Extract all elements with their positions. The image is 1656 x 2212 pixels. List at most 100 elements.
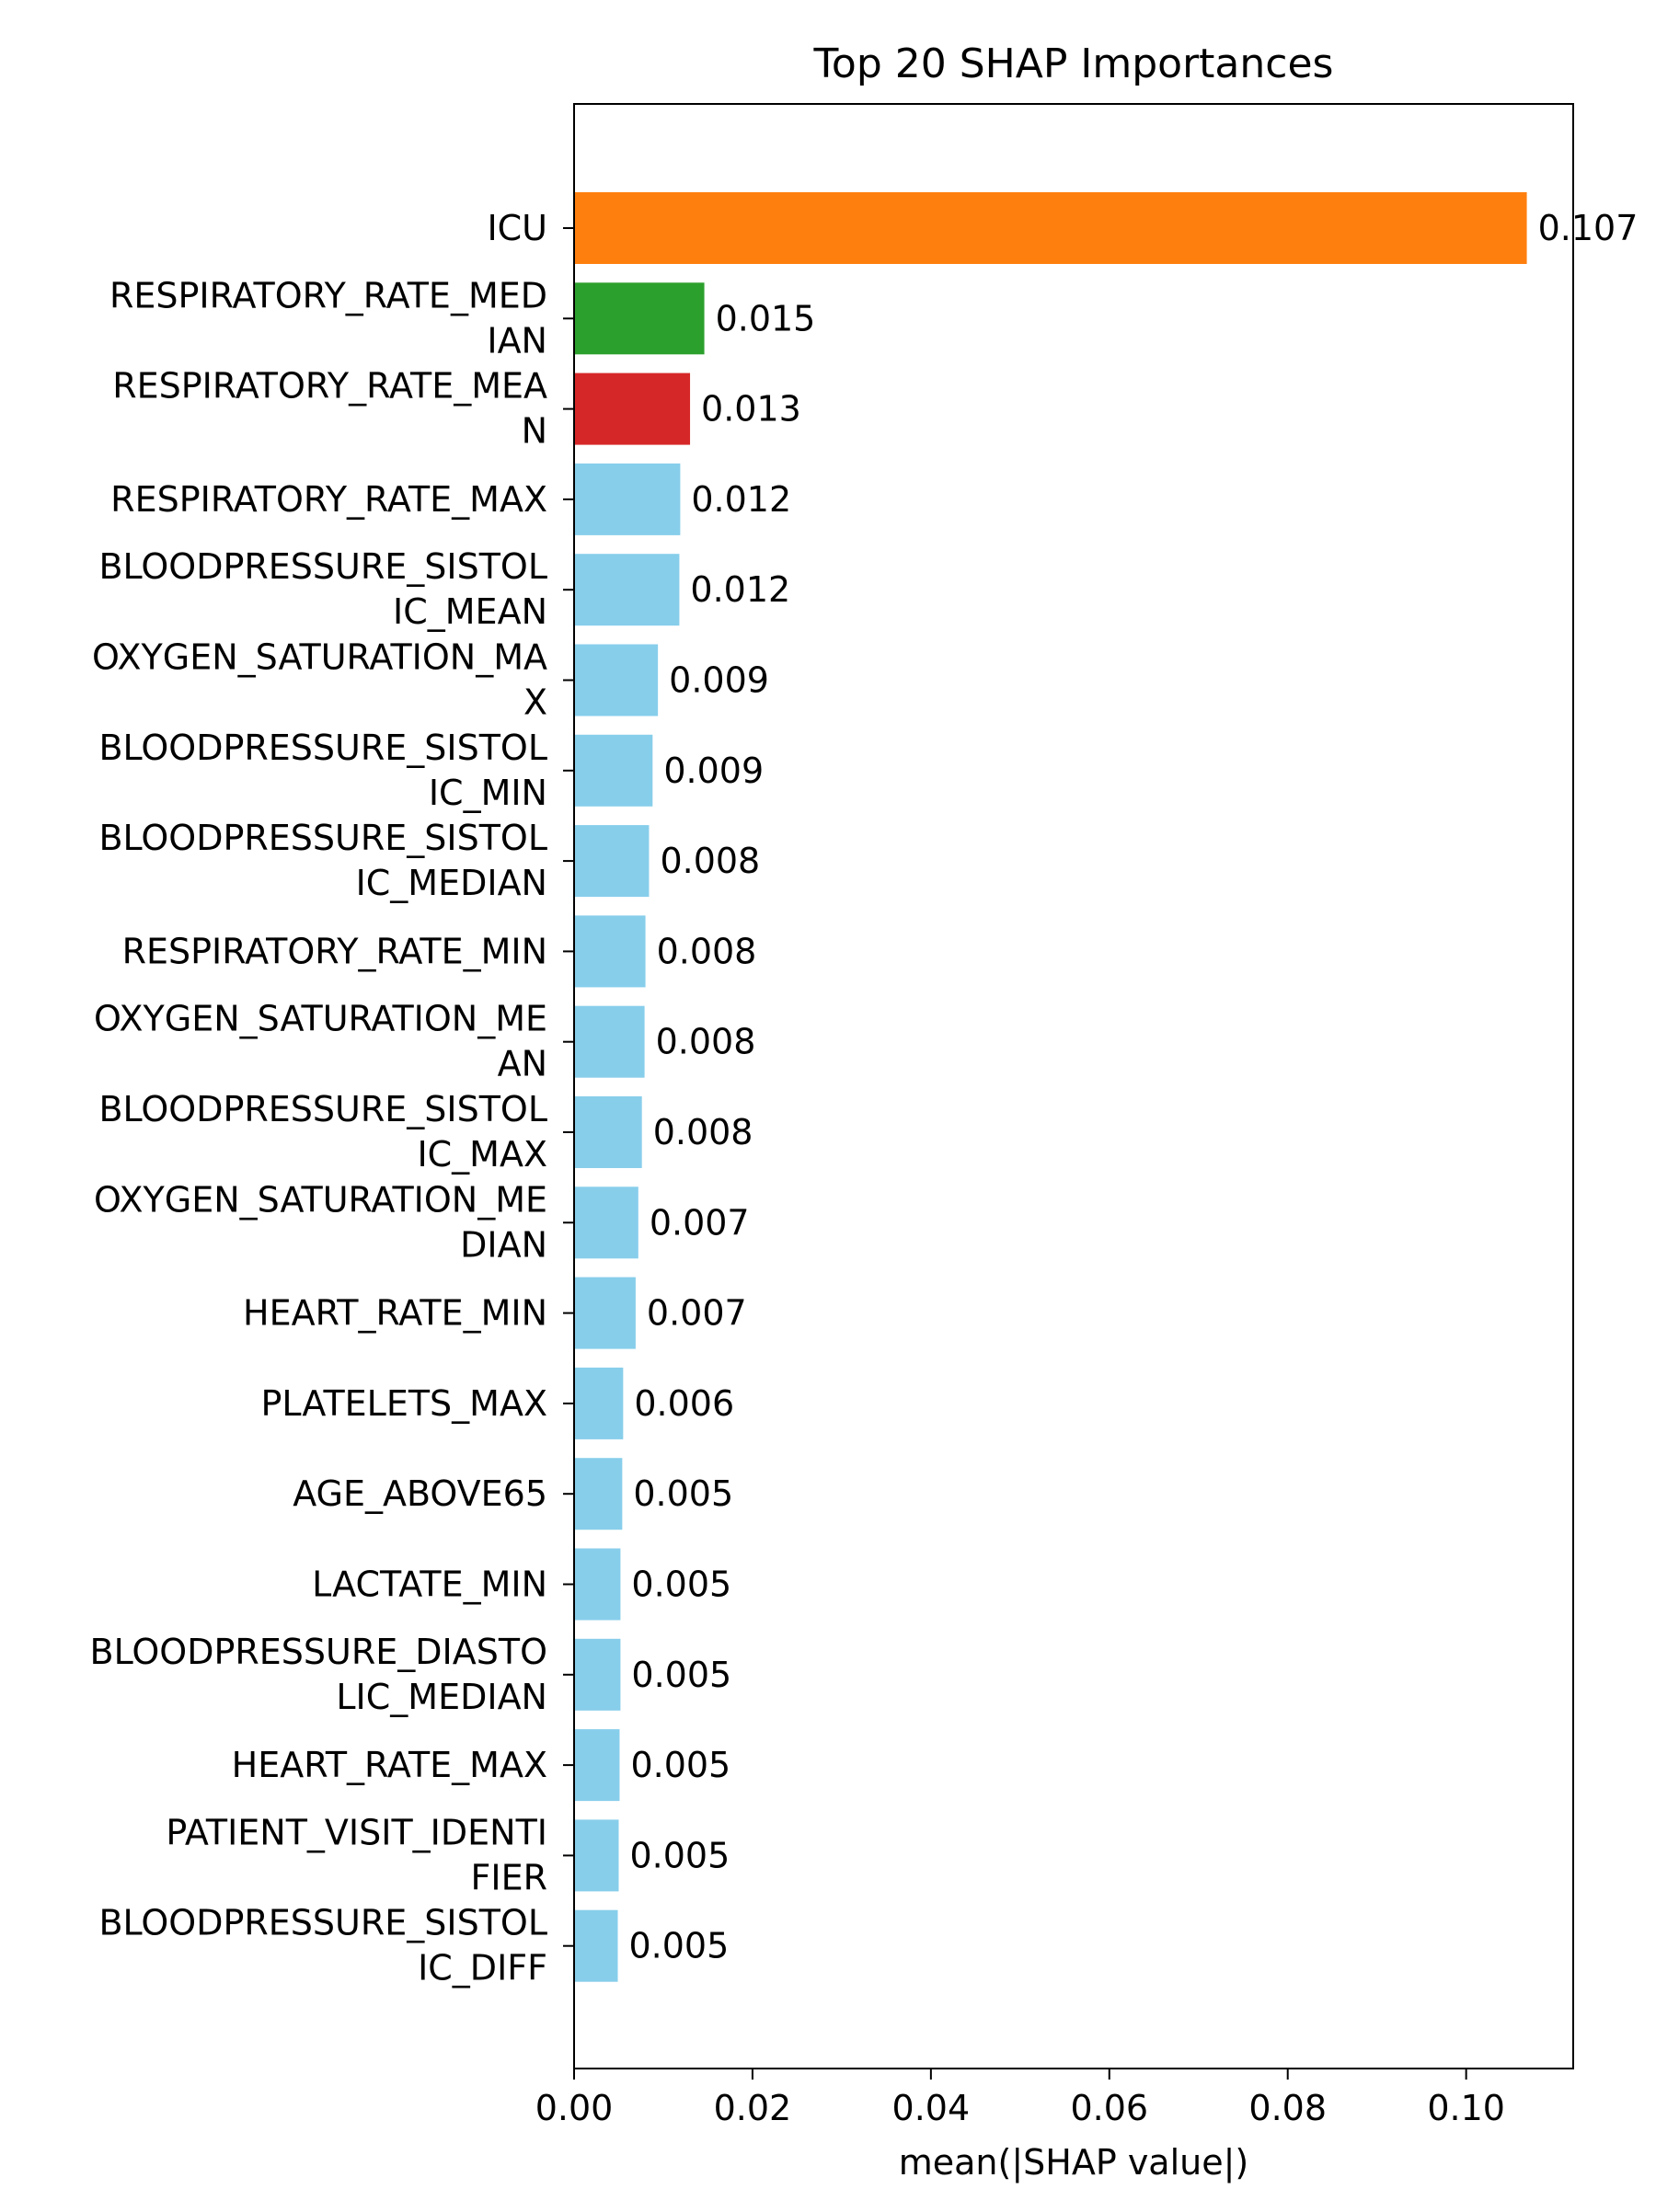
- x-axis-ticks: 0.00 0.02 0.04 0.06 0.08 0.10: [535, 2069, 1505, 2128]
- value-label: 0.012: [691, 479, 791, 520]
- y-tick-label-line: BLOODPRESSURE_SISTOL: [98, 1089, 547, 1129]
- y-tick-label-line: HEART_RATE_MIN: [243, 1293, 547, 1334]
- y-tick-label-line: RESPIRATORY_RATE_MAX: [110, 479, 547, 520]
- y-tick-label-line: DIAN: [460, 1224, 547, 1265]
- bar: [574, 463, 681, 535]
- y-tick-label-line: IC_MIN: [429, 773, 547, 813]
- y-tick-label: RESPIRATORY_RATE_MIN: [122, 931, 547, 971]
- y-tick-label: PATIENT_VISIT_IDENTI FIER: [166, 1812, 547, 1897]
- y-tick-label: LACTATE_MIN: [312, 1564, 547, 1605]
- y-tick-label: RESPIRATORY_RATE_MED IAN: [109, 275, 547, 361]
- value-label: 0.012: [690, 569, 790, 610]
- y-tick-label: BLOODPRESSURE_SISTOL IC_MEDIAN: [98, 818, 547, 903]
- bar: [574, 1638, 621, 1711]
- bar: [574, 915, 646, 988]
- y-tick-label: OXYGEN_SATURATION_ME AN: [94, 999, 547, 1084]
- y-tick-label-line: OXYGEN_SATURATION_MA: [92, 637, 547, 678]
- y-tick-label-line: AN: [498, 1044, 547, 1084]
- bar: [574, 1186, 638, 1259]
- y-tick-label: BLOODPRESSURE_SISTOL IC_MIN: [98, 728, 547, 813]
- y-tick-label: BLOODPRESSURE_SISTOL IC_MEAN: [98, 546, 547, 632]
- y-tick-label-line: IC_MEDIAN: [356, 863, 547, 903]
- y-tick-label: AGE_ABOVE65: [293, 1473, 547, 1514]
- value-label: 0.007: [650, 1202, 750, 1243]
- value-labels: 0.107 0.015 0.013 0.012 0.012 0.009 0.009 0.008…: [629, 208, 1639, 1966]
- x-axis-label: mean(|SHAP value|): [899, 2142, 1249, 2183]
- y-tick-label: BLOODPRESSURE_SISTOL IC_MAX: [98, 1089, 547, 1175]
- plot-frame: [573, 103, 1574, 2069]
- bar: [574, 825, 650, 898]
- value-label: 0.007: [647, 1293, 747, 1334]
- y-tick-label-line: BLOODPRESSURE_SISTOL: [98, 546, 547, 587]
- y-tick-label-line: FIER: [471, 1857, 547, 1897]
- y-tick-label: OXYGEN_SATURATION_ME DIAN: [94, 1179, 547, 1265]
- y-tick-label-line: LACTATE_MIN: [312, 1564, 547, 1605]
- value-label: 0.005: [633, 1473, 733, 1514]
- x-tick-label: 0.00: [535, 2088, 614, 2128]
- y-tick-label-line: LIC_MEDIAN: [336, 1677, 547, 1717]
- y-tick-label-line: IC_MAX: [417, 1134, 547, 1175]
- y-tick-label-line: X: [523, 682, 547, 723]
- bar: [574, 734, 653, 807]
- x-tick-label: 0.02: [714, 2088, 792, 2128]
- y-tick-label: HEART_RATE_MIN: [243, 1293, 547, 1334]
- y-tick-label-line: RESPIRATORY_RATE_MIN: [122, 931, 547, 971]
- bar: [574, 1819, 619, 1892]
- bar: [574, 1548, 621, 1621]
- bar: [574, 1277, 636, 1349]
- value-label: 0.008: [660, 841, 760, 881]
- y-tick-label: RESPIRATORY_RATE_MAX: [110, 479, 547, 520]
- y-tick-label: PLATELETS_MAX: [260, 1383, 547, 1424]
- value-label: 0.015: [716, 298, 816, 338]
- y-tick-label: BLOODPRESSURE_SISTOL IC_DIFF: [98, 1903, 547, 1989]
- bar: [574, 554, 680, 626]
- value-label: 0.005: [631, 1655, 731, 1695]
- y-tick-label-line: RESPIRATORY_RATE_MED: [109, 275, 547, 315]
- value-label: 0.008: [656, 1022, 756, 1062]
- y-tick-label-line: PLATELETS_MAX: [260, 1383, 547, 1424]
- value-label: 0.009: [669, 660, 769, 701]
- value-label: 0.006: [634, 1383, 734, 1424]
- y-tick-label: BLOODPRESSURE_DIASTO LIC_MEDIAN: [90, 1632, 547, 1717]
- value-label: 0.008: [657, 931, 757, 971]
- y-tick-label-line: PATIENT_VISIT_IDENTI: [166, 1812, 547, 1852]
- bar: [574, 1909, 618, 1982]
- value-label: 0.005: [629, 1835, 730, 1875]
- bar: [574, 1458, 623, 1530]
- x-tick-label: 0.04: [892, 2088, 971, 2128]
- y-tick-label-line: BLOODPRESSURE_SISTOL: [98, 818, 547, 858]
- y-tick-label-line: IAN: [487, 320, 547, 361]
- value-label: 0.013: [701, 389, 801, 430]
- bar: [574, 1096, 642, 1168]
- bar: [574, 1005, 645, 1078]
- y-tick-label: HEART_RATE_MAX: [232, 1745, 547, 1785]
- y-tick-label-line: BLOODPRESSURE_SISTOL: [98, 1903, 547, 1943]
- y-tick-label-line: OXYGEN_SATURATION_ME: [94, 999, 547, 1039]
- bars-layer: [574, 192, 1527, 1982]
- x-tick-label: 0.08: [1248, 2088, 1327, 2128]
- value-label: 0.005: [629, 1926, 730, 1966]
- value-label: 0.107: [1538, 208, 1639, 248]
- y-tick-marks: [563, 227, 574, 1947]
- y-tick-label-line: IC_DIFF: [418, 1948, 547, 1989]
- value-label: 0.008: [653, 1112, 753, 1152]
- value-label: 0.005: [631, 1564, 731, 1605]
- y-tick-label-line: RESPIRATORY_RATE_MEA: [112, 366, 547, 407]
- y-tick-label: ICU: [487, 208, 547, 248]
- x-tick-label: 0.06: [1070, 2088, 1148, 2128]
- y-tick-label-line: AGE_ABOVE65: [293, 1473, 547, 1514]
- y-tick-label-line: ICU: [487, 208, 547, 248]
- bar: [574, 372, 691, 445]
- y-tick-label: OXYGEN_SATURATION_MA X: [92, 637, 547, 723]
- y-tick-label-line: BLOODPRESSURE_DIASTO: [90, 1632, 547, 1672]
- x-tick-label: 0.10: [1427, 2088, 1505, 2128]
- y-tick-label-line: BLOODPRESSURE_SISTOL: [98, 728, 547, 768]
- bar: [574, 192, 1527, 264]
- bar: [574, 644, 659, 716]
- bar: [574, 282, 705, 355]
- y-tick-label-line: IC_MEAN: [393, 591, 547, 632]
- y-tick-label-line: N: [522, 411, 547, 452]
